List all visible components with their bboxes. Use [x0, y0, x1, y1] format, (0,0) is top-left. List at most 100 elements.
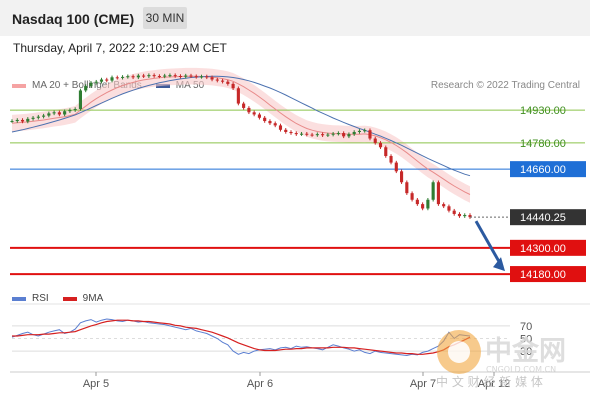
candle-body-84 [452, 210, 456, 214]
candle-body-22 [126, 76, 130, 78]
time-tick-1: Apr 6 [247, 378, 273, 390]
candle-body-53 [289, 131, 293, 134]
candle-body-57 [310, 134, 314, 136]
candle-body-83 [447, 206, 451, 211]
time-tick-0: Apr 5 [83, 378, 109, 390]
level-tag-2 [510, 161, 586, 178]
candle-body-15 [89, 82, 93, 87]
candle-body-54 [294, 133, 298, 135]
time-tick-2: Apr 7 [410, 378, 436, 390]
current-price-label: 14440.25 [520, 212, 566, 224]
legend-label-ma20: MA 20 + Bollinger Bands [32, 80, 142, 91]
candle-body-60 [326, 134, 330, 136]
candle-body-48 [263, 117, 267, 122]
candle-body-4 [31, 117, 35, 119]
candle-body-29 [163, 75, 167, 77]
candle-body-56 [305, 133, 309, 135]
candle-body-51 [278, 125, 283, 130]
watermark-cn: 中金网 [485, 335, 566, 367]
candle-body-76 [410, 193, 414, 200]
level-label-2: 14660.00 [520, 164, 566, 176]
candle-body-24 [136, 75, 140, 78]
legend-item-rsi-ma: 9MA [62, 293, 103, 304]
candle-body-71 [384, 147, 388, 157]
candle-body-40 [221, 80, 225, 82]
candle-body-81 [436, 182, 440, 205]
level-label-3: 14300.00 [520, 243, 566, 255]
rsi-swatch [12, 296, 26, 301]
candle-body-35 [194, 76, 198, 78]
candle-body-46 [252, 112, 256, 115]
candle-body-14 [84, 86, 88, 91]
time-axis: Apr 5 Apr 6 Apr 7 Apr 12 [10, 371, 590, 390]
ma20-swatch [12, 83, 26, 88]
rsi-line [11, 318, 471, 357]
candle-body-72 [389, 156, 393, 163]
candle-body-66 [357, 130, 362, 132]
candle-body-37 [205, 76, 209, 78]
candle-body-38 [210, 77, 214, 80]
candle-body-43 [236, 88, 240, 104]
candle-body-77 [415, 199, 419, 205]
candle-body-9 [57, 112, 61, 115]
watermark-logo-inner-icon [448, 341, 470, 363]
candle-body-28 [157, 76, 161, 78]
candle-body-3 [26, 118, 30, 122]
candle-body-52 [284, 129, 288, 132]
legend-item-ma20: MA 20 + Bollinger Bands [12, 80, 142, 91]
candle-body-30 [168, 75, 172, 77]
watermark: 中金网 CNGOLD.COM.CN 中 文 财 经 新 媒 体 [436, 330, 566, 389]
candle-body-5 [36, 116, 40, 118]
level-tag-3 [510, 239, 586, 256]
candle-body-45 [247, 107, 251, 113]
rsi-ma-line [12, 319, 471, 355]
candle-body-58 [315, 134, 319, 136]
candle-body-87 [468, 215, 472, 218]
candle-body-11 [68, 110, 72, 112]
projection-arrow-shaft [474, 220, 503, 266]
candle-body-69 [373, 138, 377, 143]
candle-body-50 [273, 123, 277, 126]
research-credit: Research © 2022 Trading Central [430, 80, 580, 91]
candle-body-23 [131, 76, 135, 78]
candle-body-18 [105, 79, 109, 81]
candle-body-78 [421, 204, 425, 209]
candle-body-68 [368, 130, 372, 139]
interval-button[interactable]: 30 MIN [143, 7, 187, 29]
time-tick-3: Apr 12 [478, 378, 510, 390]
ma50-line [11, 75, 471, 177]
candle-body-34 [189, 75, 193, 77]
level-label-1: 14780.00 [520, 138, 566, 150]
candle-body-32 [178, 76, 183, 78]
candle-body-36 [199, 76, 204, 78]
candle-body-31 [173, 75, 177, 77]
candle-body-86 [463, 215, 467, 217]
candle-body-33 [184, 75, 188, 77]
rsi-tick-0: 70 [520, 321, 532, 333]
candle-body-20 [115, 77, 119, 79]
candle-body-55 [299, 133, 304, 135]
legend-label-rsi: RSI [32, 293, 49, 304]
instrument-title: Nasdaq 100 (CME) [12, 11, 135, 27]
candle-body-26 [147, 75, 151, 77]
candle-body-59 [321, 134, 325, 136]
candle-body-61 [331, 133, 335, 135]
candle-body-41 [226, 81, 230, 84]
candle-body-79 [426, 199, 430, 209]
level-tag-4 [510, 266, 586, 283]
candle-body-85 [457, 213, 462, 217]
rsi-ma-swatch [62, 296, 77, 301]
title-bar [0, 0, 590, 36]
level-label-0: 14930.00 [520, 105, 566, 117]
candle-body-63 [342, 133, 346, 137]
candle-body-19 [110, 77, 114, 81]
rsi-tick-2: 30 [520, 346, 532, 358]
level-label-4: 14180.00 [520, 269, 566, 281]
candle-body-44 [242, 103, 246, 108]
current-price-tag [510, 209, 586, 226]
candle-body-49 [268, 121, 272, 124]
candle-body-16 [94, 81, 98, 83]
candle-body-0 [10, 121, 14, 123]
candle-body-10 [63, 111, 67, 115]
